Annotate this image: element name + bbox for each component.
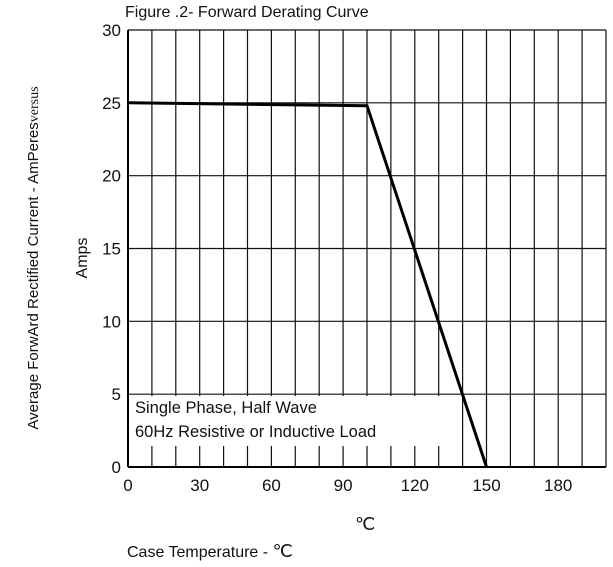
y-tick-label: 0 <box>112 458 121 477</box>
x-ticks: 0 30 60 90 120 150 180 <box>123 476 572 495</box>
series-layer <box>127 101 488 468</box>
x-axis-label: Case Temperature - ℃ <box>127 541 293 562</box>
x-tick-label: 0 <box>123 476 132 495</box>
x-tick-label: 30 <box>190 476 209 495</box>
y-tick-label: 15 <box>102 240 121 259</box>
x-axis-label-unit: ℃ <box>272 541 293 561</box>
x-tick-label: 60 <box>262 476 281 495</box>
annotation-box <box>130 396 460 446</box>
x-axis-unit-mark: ℃ <box>355 514 376 534</box>
x-tick-label: 180 <box>544 476 572 495</box>
annotation-line-2: 60Hz Resistive or Inductive Load <box>135 423 377 441</box>
annotation-line-1: Single Phase, Half Wave <box>135 399 317 417</box>
y-tick-label: 30 <box>102 21 121 40</box>
y-axis-unit-label: Amps <box>74 237 91 279</box>
x-axis-label-text: Case Temperature - <box>127 544 269 561</box>
y-axis-label-text: Average ForwArd Rectified Current - AmPe… <box>25 122 42 430</box>
x-tick-label: 150 <box>472 476 500 495</box>
y-ticks: 0 5 10 15 20 25 30 <box>102 21 121 477</box>
chart-title: Figure .2- Forward Derating Curve <box>125 4 369 21</box>
derating-curve <box>127 101 488 468</box>
y-tick-label: 20 <box>102 167 121 186</box>
y-axis-label-versus: versus <box>27 86 42 123</box>
x-tick-label: 120 <box>401 476 429 495</box>
y-tick-label: 25 <box>102 94 121 113</box>
y-tick-label: 10 <box>102 312 121 331</box>
y-axis-label: Average ForwArd Rectified Current - AmPe… <box>25 86 43 429</box>
x-tick-label: 90 <box>334 476 353 495</box>
y-tick-label: 5 <box>112 385 121 404</box>
